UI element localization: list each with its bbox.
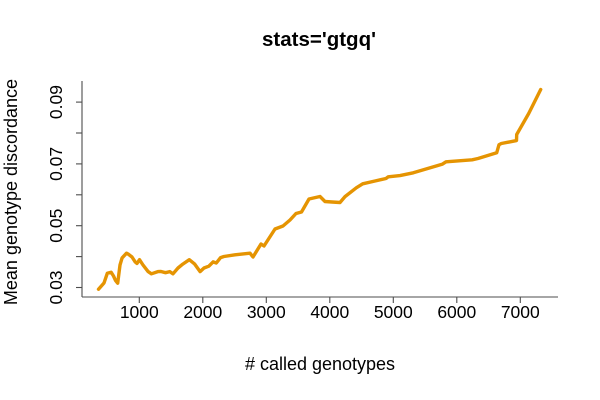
svg-text:# called genotypes: # called genotypes [245, 354, 395, 374]
svg-text:5000: 5000 [374, 302, 413, 322]
svg-text:0.09: 0.09 [46, 85, 66, 119]
svg-text:4000: 4000 [310, 302, 349, 322]
svg-text:0.07: 0.07 [46, 147, 66, 181]
svg-text:0.03: 0.03 [46, 270, 66, 304]
svg-text:stats='gtgq': stats='gtgq' [262, 28, 376, 51]
svg-text:7000: 7000 [501, 302, 540, 322]
svg-text:2000: 2000 [183, 302, 222, 322]
svg-text:6000: 6000 [437, 302, 476, 322]
svg-text:0.05: 0.05 [46, 209, 66, 243]
svg-text:3000: 3000 [247, 302, 286, 322]
svg-text:Mean genotype discordance: Mean genotype discordance [1, 79, 21, 305]
svg-text:1000: 1000 [120, 302, 159, 322]
